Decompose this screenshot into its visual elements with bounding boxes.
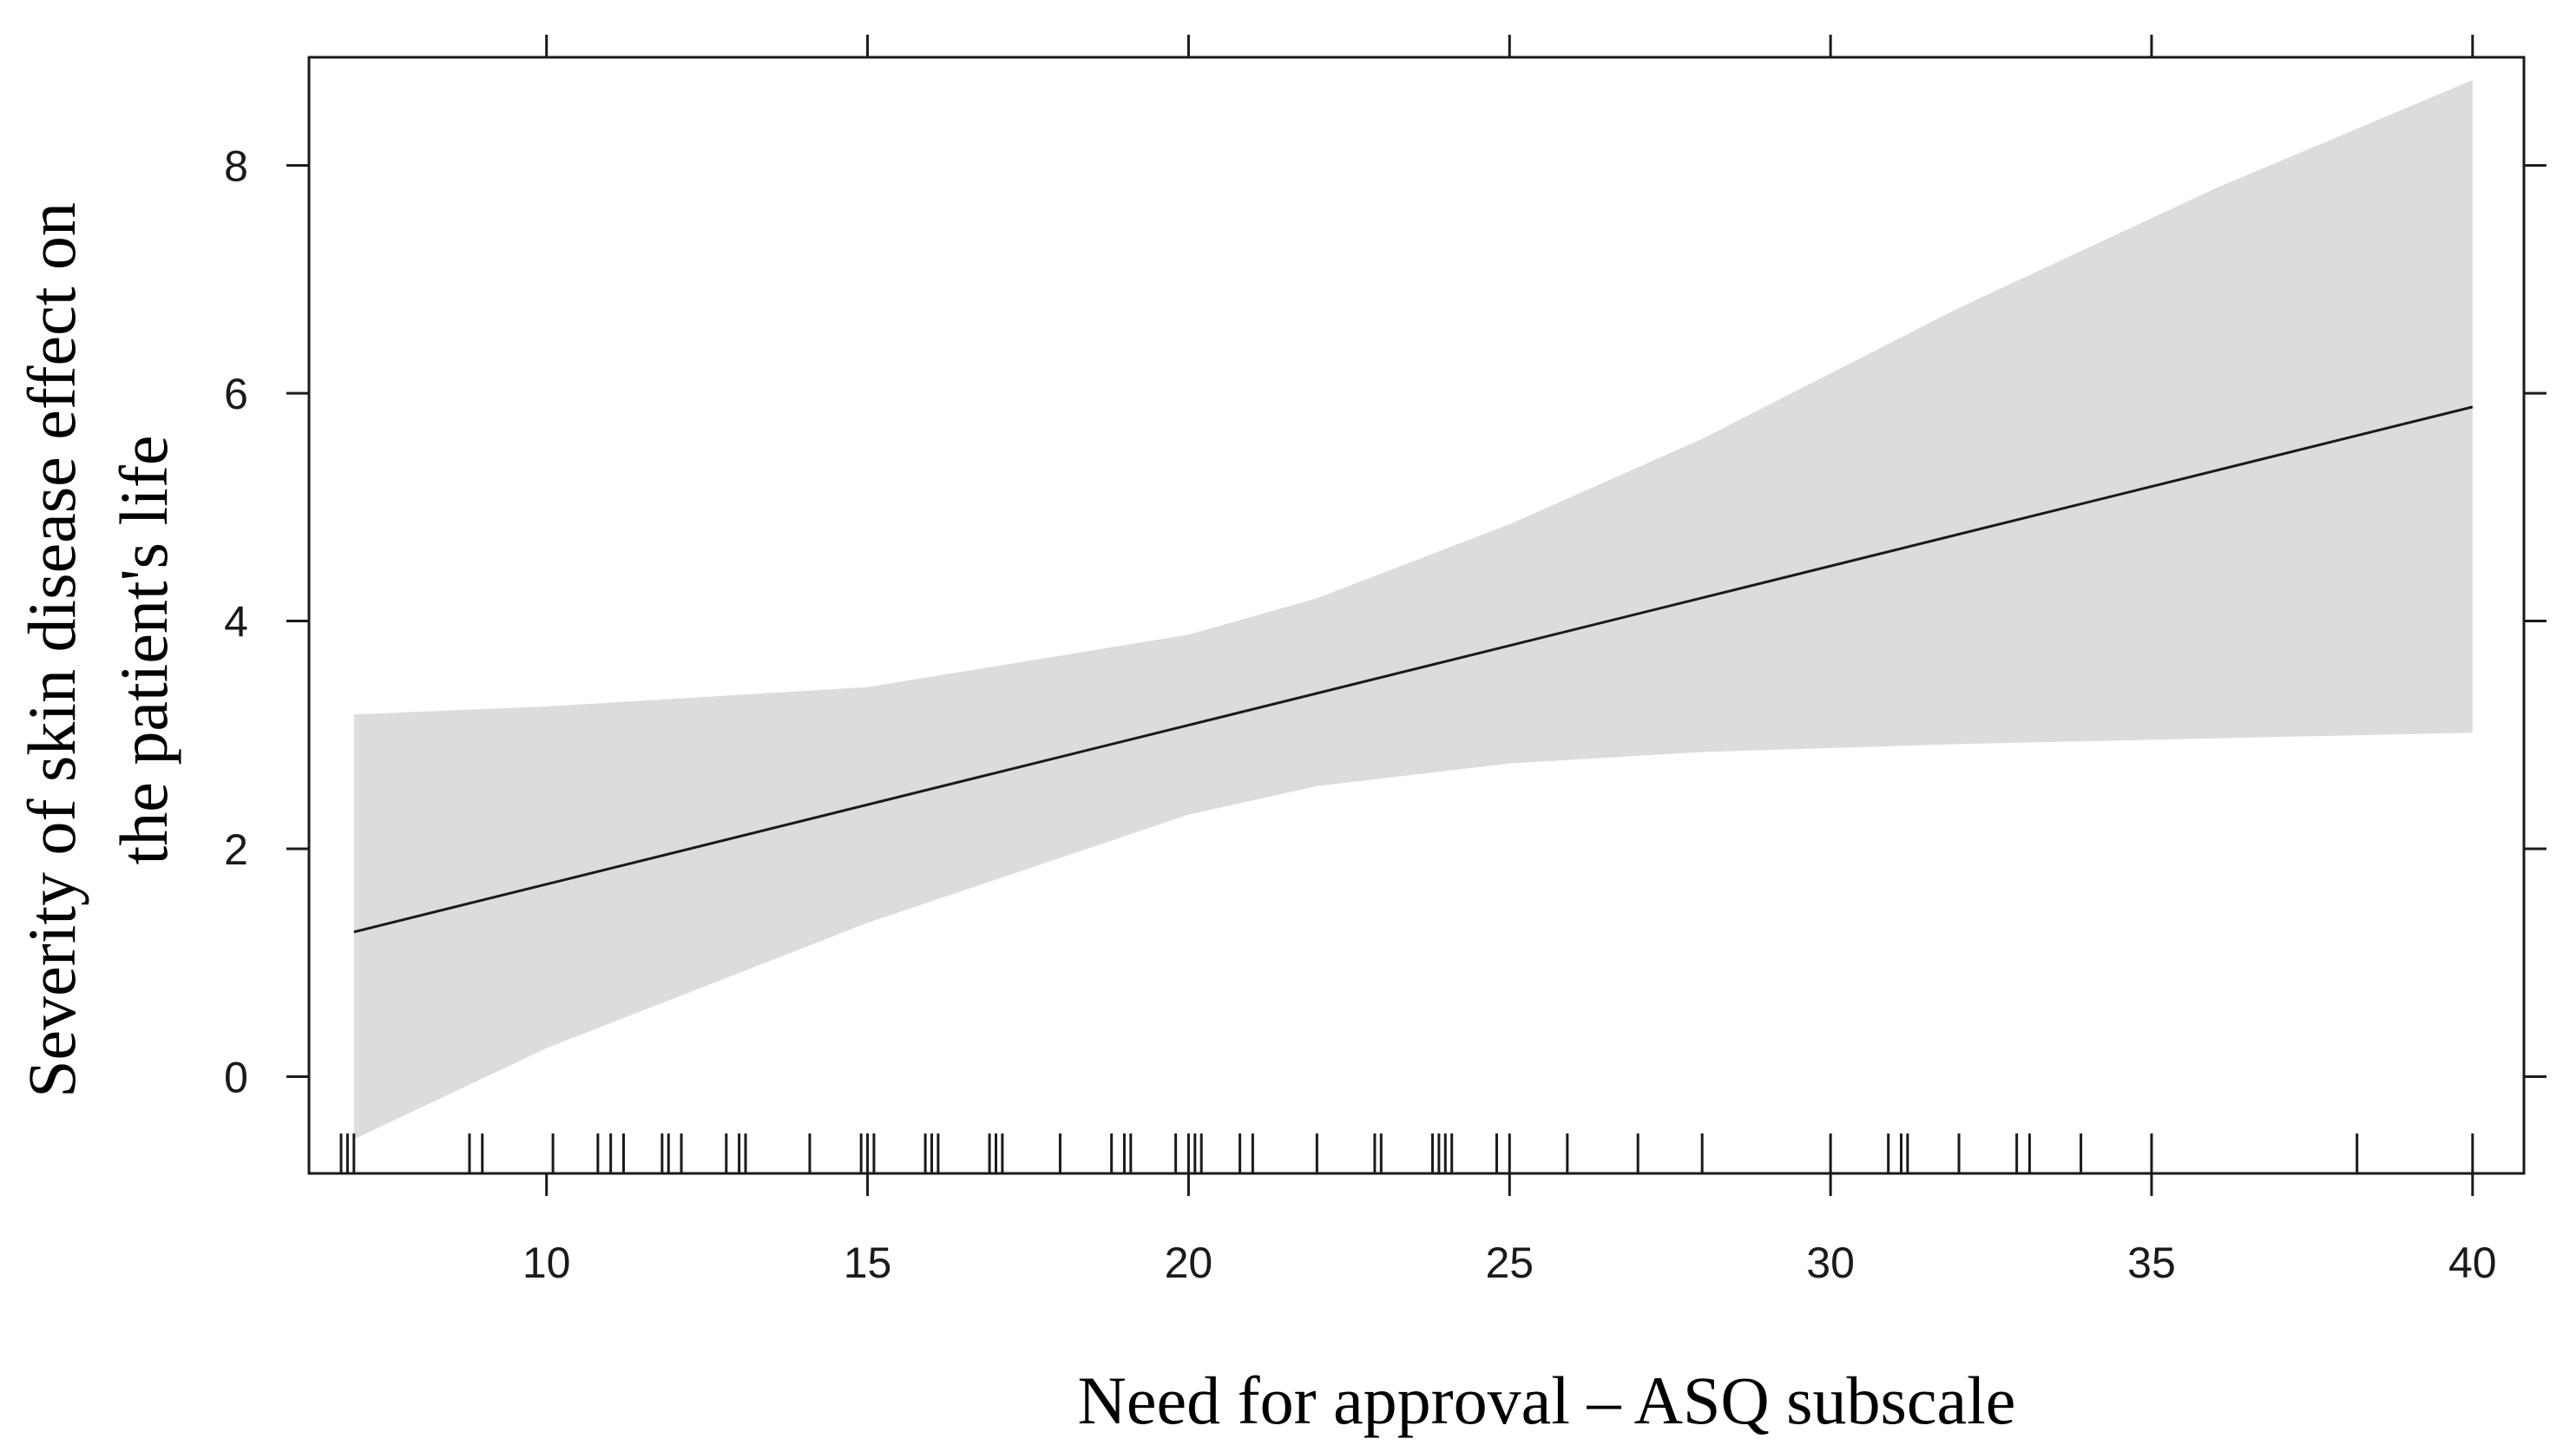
y-tick-label: 6 — [224, 370, 248, 418]
y-tick-label: 4 — [224, 598, 248, 647]
x-tick-label: 40 — [2448, 1238, 2497, 1287]
x-tick-label: 25 — [1485, 1238, 1534, 1287]
x-tick-label: 10 — [522, 1238, 571, 1287]
y-tick-label: 0 — [224, 1053, 248, 1101]
x-tick-label: 30 — [1806, 1238, 1855, 1287]
fit-line — [353, 405, 2474, 934]
y-axis-title-line-1: Severity of skin disease effect on — [14, 202, 89, 1098]
plot-frame — [307, 56, 2526, 1175]
y-tick-label: 2 — [224, 825, 248, 874]
confidence-band — [353, 80, 2473, 1140]
x-tick-label: 35 — [2127, 1238, 2176, 1287]
x-tick-label: 20 — [1165, 1238, 1213, 1287]
x-axis-title: Need for approval – ASQ subscale — [1078, 1363, 2016, 1438]
x-tick-label: 15 — [844, 1238, 892, 1287]
y-axis-title-line-2: the patient's life — [106, 436, 181, 865]
y-tick-label: 8 — [224, 142, 248, 191]
